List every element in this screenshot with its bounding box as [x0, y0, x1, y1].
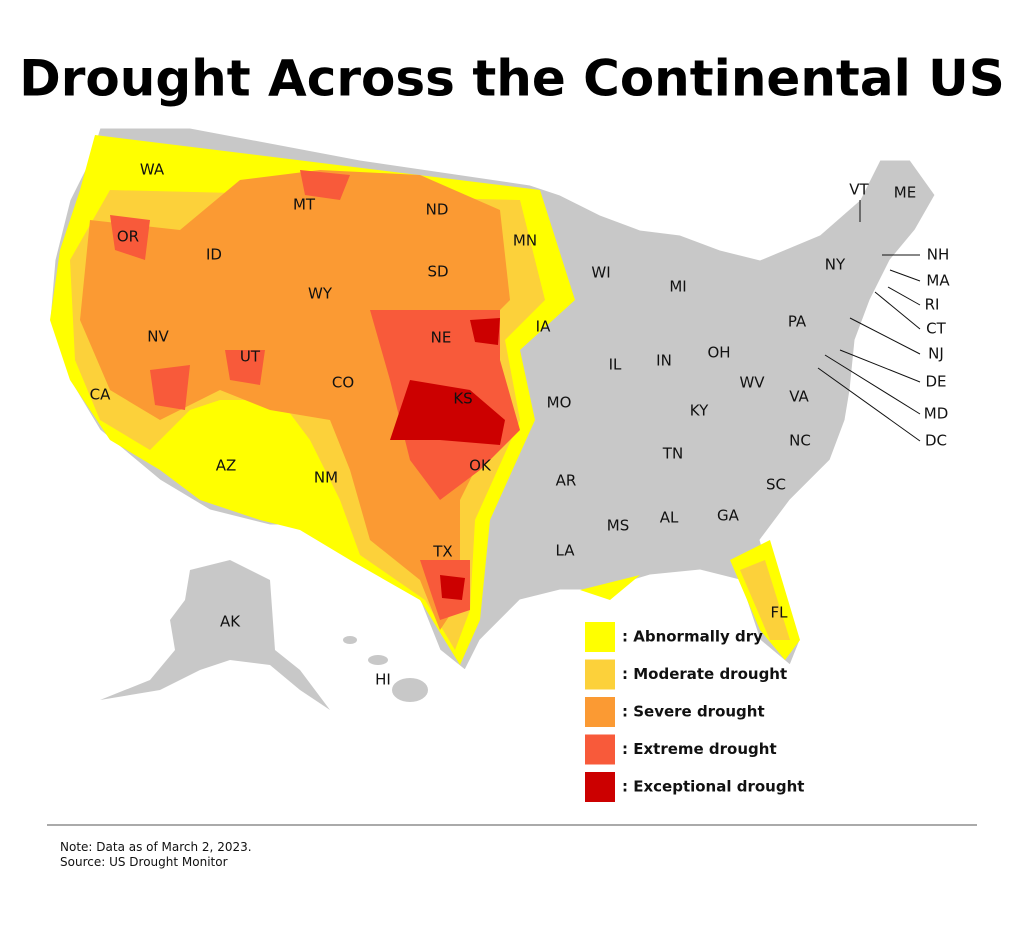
state-label: MN	[513, 232, 537, 250]
legend-label: : Severe drought	[622, 703, 765, 721]
state-label: SD	[427, 263, 448, 281]
state-label: NE	[431, 329, 452, 347]
leader-line	[849, 317, 921, 355]
state-label: MS	[607, 517, 629, 535]
state-label: GA	[717, 507, 740, 525]
state-label: AR	[556, 472, 577, 490]
state-label: WI	[591, 264, 610, 282]
leader-line	[839, 349, 921, 383]
leader-line	[889, 269, 921, 282]
leader-line	[887, 286, 921, 306]
legend: : Abnormally dry : Moderate drought : Seve…	[585, 622, 804, 802]
state-label: CO	[332, 374, 354, 392]
state-label: NC	[789, 432, 811, 450]
state-label: SC	[766, 476, 786, 494]
note: Note: Data as of March 2, 2023.	[60, 840, 252, 854]
state-label: WA	[140, 161, 165, 179]
drought-exceptional	[390, 318, 505, 600]
legend-swatch	[585, 772, 615, 802]
state-label: MO	[547, 394, 572, 412]
legend-label: : Abnormally dry	[622, 628, 763, 646]
legend-swatch	[585, 734, 615, 765]
state-label: NV	[147, 328, 169, 346]
legend-label: : Extreme drought	[622, 740, 777, 758]
state-label: NY	[825, 256, 846, 274]
state-label: CT	[926, 320, 946, 338]
state-label: OR	[117, 228, 139, 246]
legend-swatch	[585, 622, 615, 652]
state-label: IA	[536, 318, 551, 336]
hawaii	[392, 678, 428, 702]
leader-line	[874, 291, 921, 330]
state-label: MA	[926, 272, 950, 290]
leader-lines	[817, 200, 921, 442]
state-label: OK	[469, 457, 492, 475]
leader-line	[817, 367, 921, 442]
state-label: VA	[789, 388, 809, 406]
title: Drought Across the Continental US	[19, 50, 1004, 108]
state-label: ME	[894, 184, 916, 202]
legend-swatch	[585, 697, 615, 727]
state-label: LA	[556, 542, 576, 560]
state-label: ID	[206, 246, 222, 264]
state-label: RI	[925, 296, 940, 314]
state-labels: WA OR CA NV ID MT WY UT AZ CO NM ND SD NE KS OK TX MN IA MO…	[90, 161, 951, 689]
state-label: AZ	[216, 457, 237, 475]
state-label: NJ	[928, 345, 944, 363]
state-label: VT	[849, 181, 869, 199]
state-label: UT	[240, 348, 261, 366]
legend-label: : Exceptional drought	[622, 778, 804, 796]
state-label: ND	[426, 201, 449, 219]
state-label: IN	[656, 352, 672, 370]
state-label: DE	[925, 373, 946, 391]
legend-swatch	[585, 659, 615, 690]
state-label: DC	[925, 432, 947, 450]
state-label: WY	[308, 285, 333, 303]
source: Source: US Drought Monitor	[60, 855, 228, 869]
state-label: NH	[927, 246, 950, 264]
state-label: OH	[707, 344, 730, 362]
hawaii	[343, 636, 357, 644]
legend-label: : Moderate drought	[622, 665, 787, 683]
state-label: MI	[669, 278, 686, 296]
drought-severe	[80, 170, 510, 630]
state-label: IL	[609, 356, 622, 374]
state-label: KY	[690, 402, 709, 420]
state-label: TN	[662, 445, 683, 463]
state-label: WV	[739, 374, 765, 392]
map	[49, 127, 936, 710]
state-label: TX	[432, 543, 452, 561]
state-label: FL	[771, 604, 789, 622]
leader-line	[824, 354, 921, 415]
state-label: MD	[924, 405, 949, 423]
state-label: HI	[375, 671, 391, 689]
state-label: MT	[293, 196, 316, 214]
state-label: AK	[220, 613, 241, 631]
state-label: KS	[453, 390, 472, 408]
state-label: PA	[788, 313, 807, 331]
state-label: CA	[90, 386, 111, 404]
hawaii	[368, 655, 388, 665]
alaska	[100, 560, 330, 710]
state-label: NM	[314, 469, 338, 487]
state-label: AL	[660, 509, 679, 527]
